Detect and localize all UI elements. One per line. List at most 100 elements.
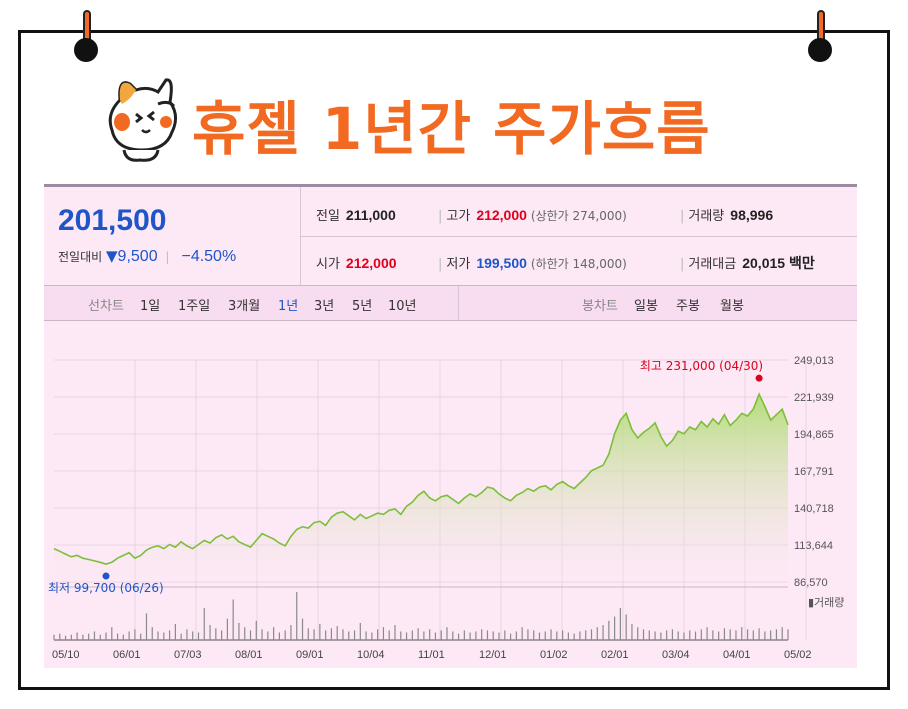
volume-bar	[556, 631, 558, 640]
volume-bar	[683, 632, 685, 640]
volume-bar	[226, 618, 228, 640]
volume-bar	[192, 631, 194, 640]
change-percent: −4.50%	[181, 248, 237, 265]
volume-bar	[145, 613, 148, 640]
amount-label: 거래대금	[688, 257, 737, 272]
volume-bar	[290, 625, 292, 640]
volume-bar	[301, 618, 304, 640]
volume-bar	[319, 624, 321, 640]
volume-bar	[723, 628, 726, 640]
volume-bar	[307, 628, 309, 640]
volume-bar	[492, 631, 494, 640]
volume-bar	[186, 629, 188, 640]
volume-bar	[122, 634, 124, 640]
tab-3y[interactable]: 3년	[314, 299, 335, 314]
volume-bar	[735, 630, 737, 640]
volume-bar	[666, 630, 668, 640]
volume-bar	[475, 631, 477, 640]
volume-bar	[614, 616, 616, 640]
volume-bar	[550, 629, 552, 640]
volume-bar	[417, 628, 419, 640]
x-tick-label: 09/01	[296, 649, 324, 661]
volume-bar	[82, 634, 84, 640]
volume-bar	[405, 632, 408, 640]
volume-bar	[215, 628, 217, 640]
volume-bar	[561, 630, 564, 640]
low-label: 저가	[446, 257, 471, 272]
volume-bar	[515, 631, 517, 640]
x-tick-label: 04/01	[723, 649, 751, 661]
separator: |	[680, 209, 685, 224]
x-tick-label: 10/04	[357, 649, 385, 661]
cat-mascot-icon	[100, 70, 184, 168]
volume-bar	[238, 622, 240, 640]
volume-bar	[111, 627, 113, 640]
volume-bar	[342, 629, 344, 640]
volume-bar	[608, 620, 610, 640]
volume-bar	[99, 634, 101, 640]
volume-bar	[689, 630, 691, 640]
volume: | 거래량 98,996	[676, 205, 773, 224]
left-pin-icon	[74, 10, 98, 62]
tab-daily[interactable]: 일봉	[634, 299, 658, 314]
low-price: | 저가 199,500 (하한가 148,000)	[434, 253, 627, 272]
volume-label: ▮거래량	[808, 596, 844, 609]
tab-10y[interactable]: 10년	[388, 299, 417, 314]
volume-bar	[157, 631, 159, 640]
volume-bar	[278, 632, 281, 640]
open-price: 시가 212,000	[316, 253, 397, 272]
divider	[458, 286, 459, 320]
volume-bar	[377, 629, 379, 640]
change-value: 9,500	[117, 248, 158, 265]
volume-bar	[625, 614, 627, 640]
volume-bar	[498, 632, 500, 640]
volume-bar	[654, 631, 656, 640]
y-tick-label: 113,644	[794, 540, 833, 552]
high-value: 212,000	[476, 207, 527, 223]
volume-bar	[284, 630, 286, 640]
tab-1w[interactable]: 1주일	[178, 299, 211, 314]
volume-bar	[770, 630, 772, 640]
x-tick-label: 05/10	[52, 649, 80, 661]
separator: |	[438, 209, 443, 224]
open-value: 212,000	[345, 255, 397, 271]
volume-bar	[457, 633, 460, 640]
max-annotation: 최고 231,000 (04/30)	[640, 359, 763, 373]
volume-bar	[567, 632, 569, 640]
tab-1d[interactable]: 1일	[140, 299, 161, 314]
volume-bar	[105, 632, 107, 640]
volume-bar	[631, 624, 633, 640]
volume-bar	[573, 633, 575, 640]
volume-bar	[400, 631, 402, 640]
volume-bar	[64, 635, 67, 640]
volume-bar	[353, 630, 356, 640]
separator: |	[680, 257, 685, 272]
volume-bar	[486, 630, 489, 640]
tab-weekly[interactable]: 주봉	[676, 299, 700, 314]
volume-bar	[446, 627, 448, 640]
period-tabs: 선차트 1일 1주일 3개월 1년 3년 5년 10년 봉차트 일봉 주봉 월봉	[44, 285, 857, 321]
low-value: 199,500	[476, 255, 527, 271]
volume-bar	[261, 629, 263, 640]
volume-bar	[336, 626, 338, 640]
volume-bar	[509, 633, 512, 640]
right-pin-icon	[808, 10, 832, 62]
volume-bar	[434, 632, 437, 640]
tab-monthly[interactable]: 월봉	[720, 299, 744, 314]
volume-bar	[76, 632, 78, 640]
tab-3m[interactable]: 3개월	[228, 299, 261, 314]
volume-bar	[151, 627, 153, 640]
volume-bar	[232, 599, 234, 640]
volume-bar	[348, 631, 350, 640]
volume-bar	[781, 627, 783, 640]
price-change: 전일대비 ▼9,500 | −4.50%	[58, 247, 236, 266]
volume-bar	[746, 629, 749, 640]
volume-bar	[637, 627, 639, 640]
tab-5y[interactable]: 5년	[352, 299, 373, 314]
volume-bar	[203, 608, 205, 640]
volume-label: 거래량	[688, 209, 725, 224]
volume-bar	[712, 630, 714, 640]
tab-1y[interactable]: 1년	[278, 299, 299, 314]
volume-bar	[365, 631, 367, 640]
volume-bar	[267, 631, 269, 640]
